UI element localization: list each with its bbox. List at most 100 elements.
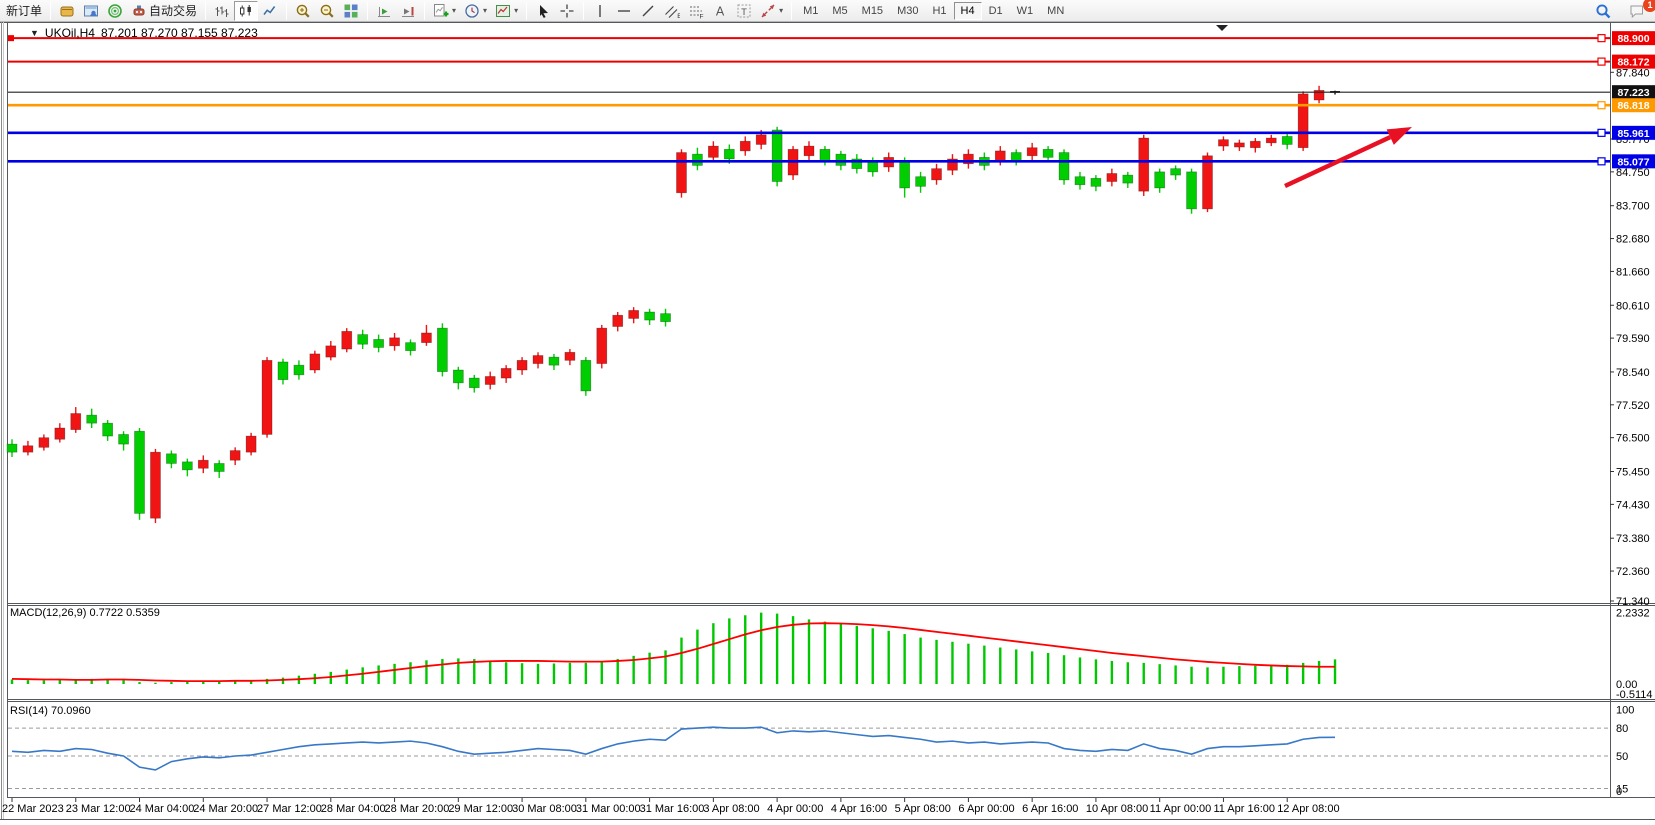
- new-order-button[interactable]: 新订单: [2, 1, 46, 21]
- tf-m30[interactable]: M30: [890, 2, 925, 20]
- zoom-out-icon: [320, 4, 334, 18]
- price-axis-tick: 84.750: [1616, 167, 1650, 179]
- toolbar-separator: [526, 1, 528, 20]
- vertical-line-button[interactable]: [588, 1, 612, 21]
- fibo-icon: F: [690, 6, 704, 19]
- tf-h1[interactable]: H1: [925, 2, 953, 20]
- time-axis-label: 11 Apr 16:00: [1213, 803, 1275, 815]
- toolbar-separator: [367, 1, 369, 20]
- search-button[interactable]: [1591, 1, 1615, 21]
- tf-m1[interactable]: M1: [796, 2, 825, 20]
- tiles-icon: [344, 4, 358, 17]
- zoom-out-button[interactable]: [315, 1, 339, 21]
- chart-shift-marker[interactable]: [1216, 25, 1228, 31]
- auto-scroll-icon: [378, 6, 391, 17]
- dropdown-arrow-icon[interactable]: ▾: [779, 6, 784, 15]
- tf-m5[interactable]: M5: [825, 2, 854, 20]
- auto-trading-button[interactable]: 自动交易: [127, 1, 201, 21]
- line-handle[interactable]: [1597, 57, 1606, 66]
- line-anchor-handle[interactable]: [8, 35, 14, 42]
- dropdown-arrow-icon[interactable]: ▾: [452, 6, 457, 15]
- line-handle[interactable]: [1597, 157, 1606, 166]
- candle-body: [197, 459, 209, 469]
- candle-body: [1154, 171, 1166, 189]
- toolbar-separator: [286, 1, 288, 20]
- candle-body: [1138, 137, 1150, 192]
- candlestick-chart-button[interactable]: [234, 0, 259, 21]
- candle-body: [947, 158, 958, 171]
- candle-body: [915, 176, 926, 187]
- cursor-button[interactable]: [531, 1, 555, 21]
- line-handle[interactable]: [1597, 128, 1606, 137]
- search-icon: [1596, 4, 1611, 19]
- candle-body: [931, 168, 942, 181]
- dropdown-arrow-icon[interactable]: ▾: [483, 6, 488, 15]
- time-axis-label: 31 Mar 00:00: [576, 803, 641, 815]
- equidistant-channel-button[interactable]: E: [660, 1, 684, 21]
- time-axis-label: 6 Apr 16:00: [1022, 803, 1078, 815]
- dropdown-arrow-icon[interactable]: ▾: [514, 6, 519, 15]
- macd-axis-label: -0.5114: [1616, 689, 1653, 701]
- trend-arrow[interactable]: [1284, 127, 1412, 189]
- bar-chart-button[interactable]: [210, 1, 234, 21]
- candle-body: [373, 339, 384, 348]
- text-a-icon: A: [716, 4, 725, 18]
- tf-d1[interactable]: D1: [982, 2, 1010, 20]
- candle-body: [293, 364, 305, 376]
- line-handle[interactable]: [1597, 34, 1606, 43]
- candle-body: [102, 422, 113, 437]
- tf-mn[interactable]: MN: [1040, 2, 1071, 20]
- candle-body: [86, 414, 98, 424]
- line-chart-button[interactable]: [258, 1, 282, 21]
- tf-w1[interactable]: W1: [1010, 2, 1041, 20]
- notifications-button[interactable]: 1: [1625, 0, 1655, 21]
- tile-windows-button[interactable]: [339, 1, 363, 21]
- tf-mn-label: MN: [1047, 4, 1065, 17]
- line-handle[interactable]: [1597, 101, 1606, 110]
- chart-shift-button[interactable]: [396, 1, 420, 21]
- zoom-in-button[interactable]: [291, 1, 315, 21]
- candle-body: [1202, 155, 1213, 210]
- price-axis-tick: 75.450: [1616, 467, 1650, 479]
- time-axis-label: 24 Mar 04:00: [130, 803, 195, 815]
- price-axis[interactable]: 87.84085.77084.75083.70082.68081.66080.6…: [1610, 31, 1655, 608]
- tf-m15[interactable]: M15: [855, 2, 890, 20]
- crosshair-button[interactable]: [555, 1, 579, 21]
- new-chart-button[interactable]: ▾: [429, 1, 460, 21]
- horizontal-line-button[interactable]: [612, 1, 636, 21]
- trendline-button[interactable]: [636, 1, 660, 21]
- auto-scroll-button[interactable]: [372, 1, 396, 21]
- text-label-button[interactable]: T: [732, 1, 756, 21]
- tf-h4-label: H4: [960, 4, 975, 17]
- tf-w1-label: W1: [1016, 4, 1034, 17]
- sonar-icon: [108, 3, 122, 18]
- time-axis-label: 4 Apr 00:00: [767, 803, 823, 815]
- symbol-dropdown-icon[interactable]: ▼: [30, 28, 39, 38]
- data-center-button[interactable]: [103, 1, 127, 21]
- price-tag-label: 86.818: [1617, 100, 1649, 112]
- user-window-icon: [84, 5, 99, 16]
- candle-body: [739, 140, 751, 152]
- candle-body: [548, 356, 560, 366]
- arrows-button[interactable]: ▾: [756, 1, 787, 21]
- charts-profile-button[interactable]: [55, 1, 79, 21]
- candlesticks: [6, 85, 1341, 524]
- candle-body: [644, 311, 655, 321]
- fibonacci-button[interactable]: F: [684, 1, 708, 21]
- market-watch-button[interactable]: [79, 1, 103, 21]
- candle-body: [452, 369, 464, 384]
- text-button[interactable]: A: [708, 1, 732, 21]
- new-chart-icon: [434, 3, 449, 16]
- candle-body: [1090, 177, 1102, 187]
- candle-body: [245, 435, 257, 453]
- price-axis-tick: 77.520: [1616, 400, 1650, 412]
- templates-button[interactable]: ▾: [491, 1, 522, 21]
- bars-icon: [215, 6, 229, 17]
- periods-button[interactable]: ▾: [460, 1, 491, 21]
- candle-body: [1234, 142, 1245, 148]
- tf-h4[interactable]: H4: [953, 1, 982, 20]
- text-t-icon: T: [737, 4, 751, 17]
- rsi-axis-label: 15: [1616, 784, 1628, 796]
